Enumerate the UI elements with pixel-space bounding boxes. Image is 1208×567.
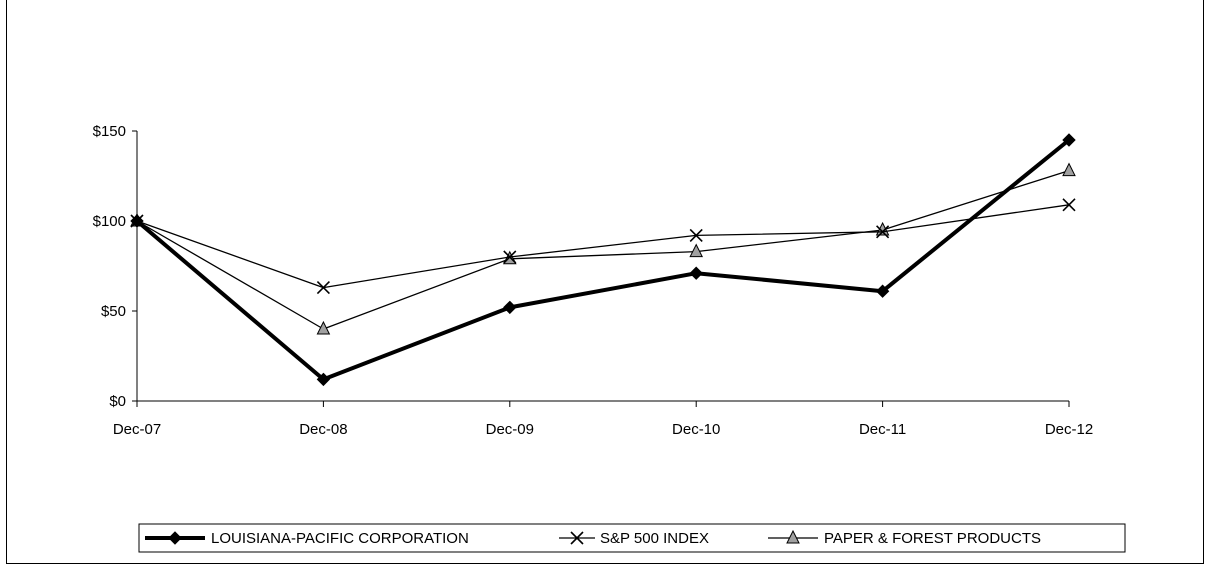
series-x — [130, 198, 1076, 295]
series-line — [136, 204, 1070, 289]
series-line — [136, 169, 1070, 330]
data-point-diamond — [503, 300, 517, 315]
marker-x-stroke — [570, 531, 584, 545]
y-tick-label: $100 — [93, 213, 126, 230]
x-tick-label: Dec-10 — [672, 421, 720, 438]
data-point-triangle — [316, 320, 331, 335]
y-tick-label: $0 — [109, 393, 126, 410]
y-tick-label: $50 — [101, 303, 126, 320]
data-point-triangle — [786, 529, 800, 544]
marker-x-stroke — [316, 281, 330, 295]
marker-x-stroke — [1062, 198, 1076, 212]
legend-label: PAPER & FOREST PRODUCTS — [824, 530, 1041, 547]
legend-label: S&P 500 INDEX — [600, 530, 709, 547]
data-point-diamond — [875, 284, 890, 298]
chart-frame — [6, 0, 1204, 564]
marker-x-stroke — [503, 250, 517, 264]
data-point-diamond — [1062, 133, 1076, 147]
x-tick-label: Dec-09 — [486, 421, 534, 438]
series-diamond — [130, 133, 1076, 387]
data-point-x — [876, 225, 890, 239]
data-point-x — [570, 531, 584, 545]
data-point-x — [689, 228, 703, 242]
legend-entry: PAPER & FOREST PRODUCTS — [768, 529, 1041, 547]
data-point-x — [1062, 198, 1076, 212]
y-tick-label: $150 — [93, 123, 126, 140]
x-tick-label: Dec-08 — [299, 421, 347, 438]
legend-box — [138, 523, 1126, 553]
data-point-diamond — [130, 214, 144, 228]
data-point-triangle — [689, 243, 704, 258]
series-layer — [130, 133, 1076, 387]
x-tick-label: Dec-07 — [113, 421, 161, 438]
data-point-diamond — [168, 531, 182, 545]
legend-entry: LOUISIANA-PACIFIC CORPORATION — [145, 530, 469, 547]
marker-x-stroke — [876, 225, 890, 239]
axes: $0 $50 $100 $150 Dec-07 Dec-08 Dec-09 Dec-10 Dec… — [93, 123, 1094, 438]
data-point-x — [316, 281, 330, 295]
x-tick-label: Dec-12 — [1045, 421, 1093, 438]
data-point-x — [503, 250, 517, 264]
legend-entry: S&P 500 INDEX — [559, 530, 709, 547]
legend: LOUISIANA-PACIFIC CORPORATION S&P 500 IND… — [138, 523, 1126, 553]
data-point-diamond — [689, 266, 703, 280]
data-point-diamond — [316, 372, 331, 387]
series-line — [135, 138, 1071, 382]
x-tick-label: Dec-11 — [859, 421, 906, 438]
marker-x-stroke — [689, 228, 703, 242]
data-point-triangle — [1062, 162, 1076, 177]
legend-label: LOUISIANA-PACIFIC CORPORATION — [211, 530, 469, 547]
